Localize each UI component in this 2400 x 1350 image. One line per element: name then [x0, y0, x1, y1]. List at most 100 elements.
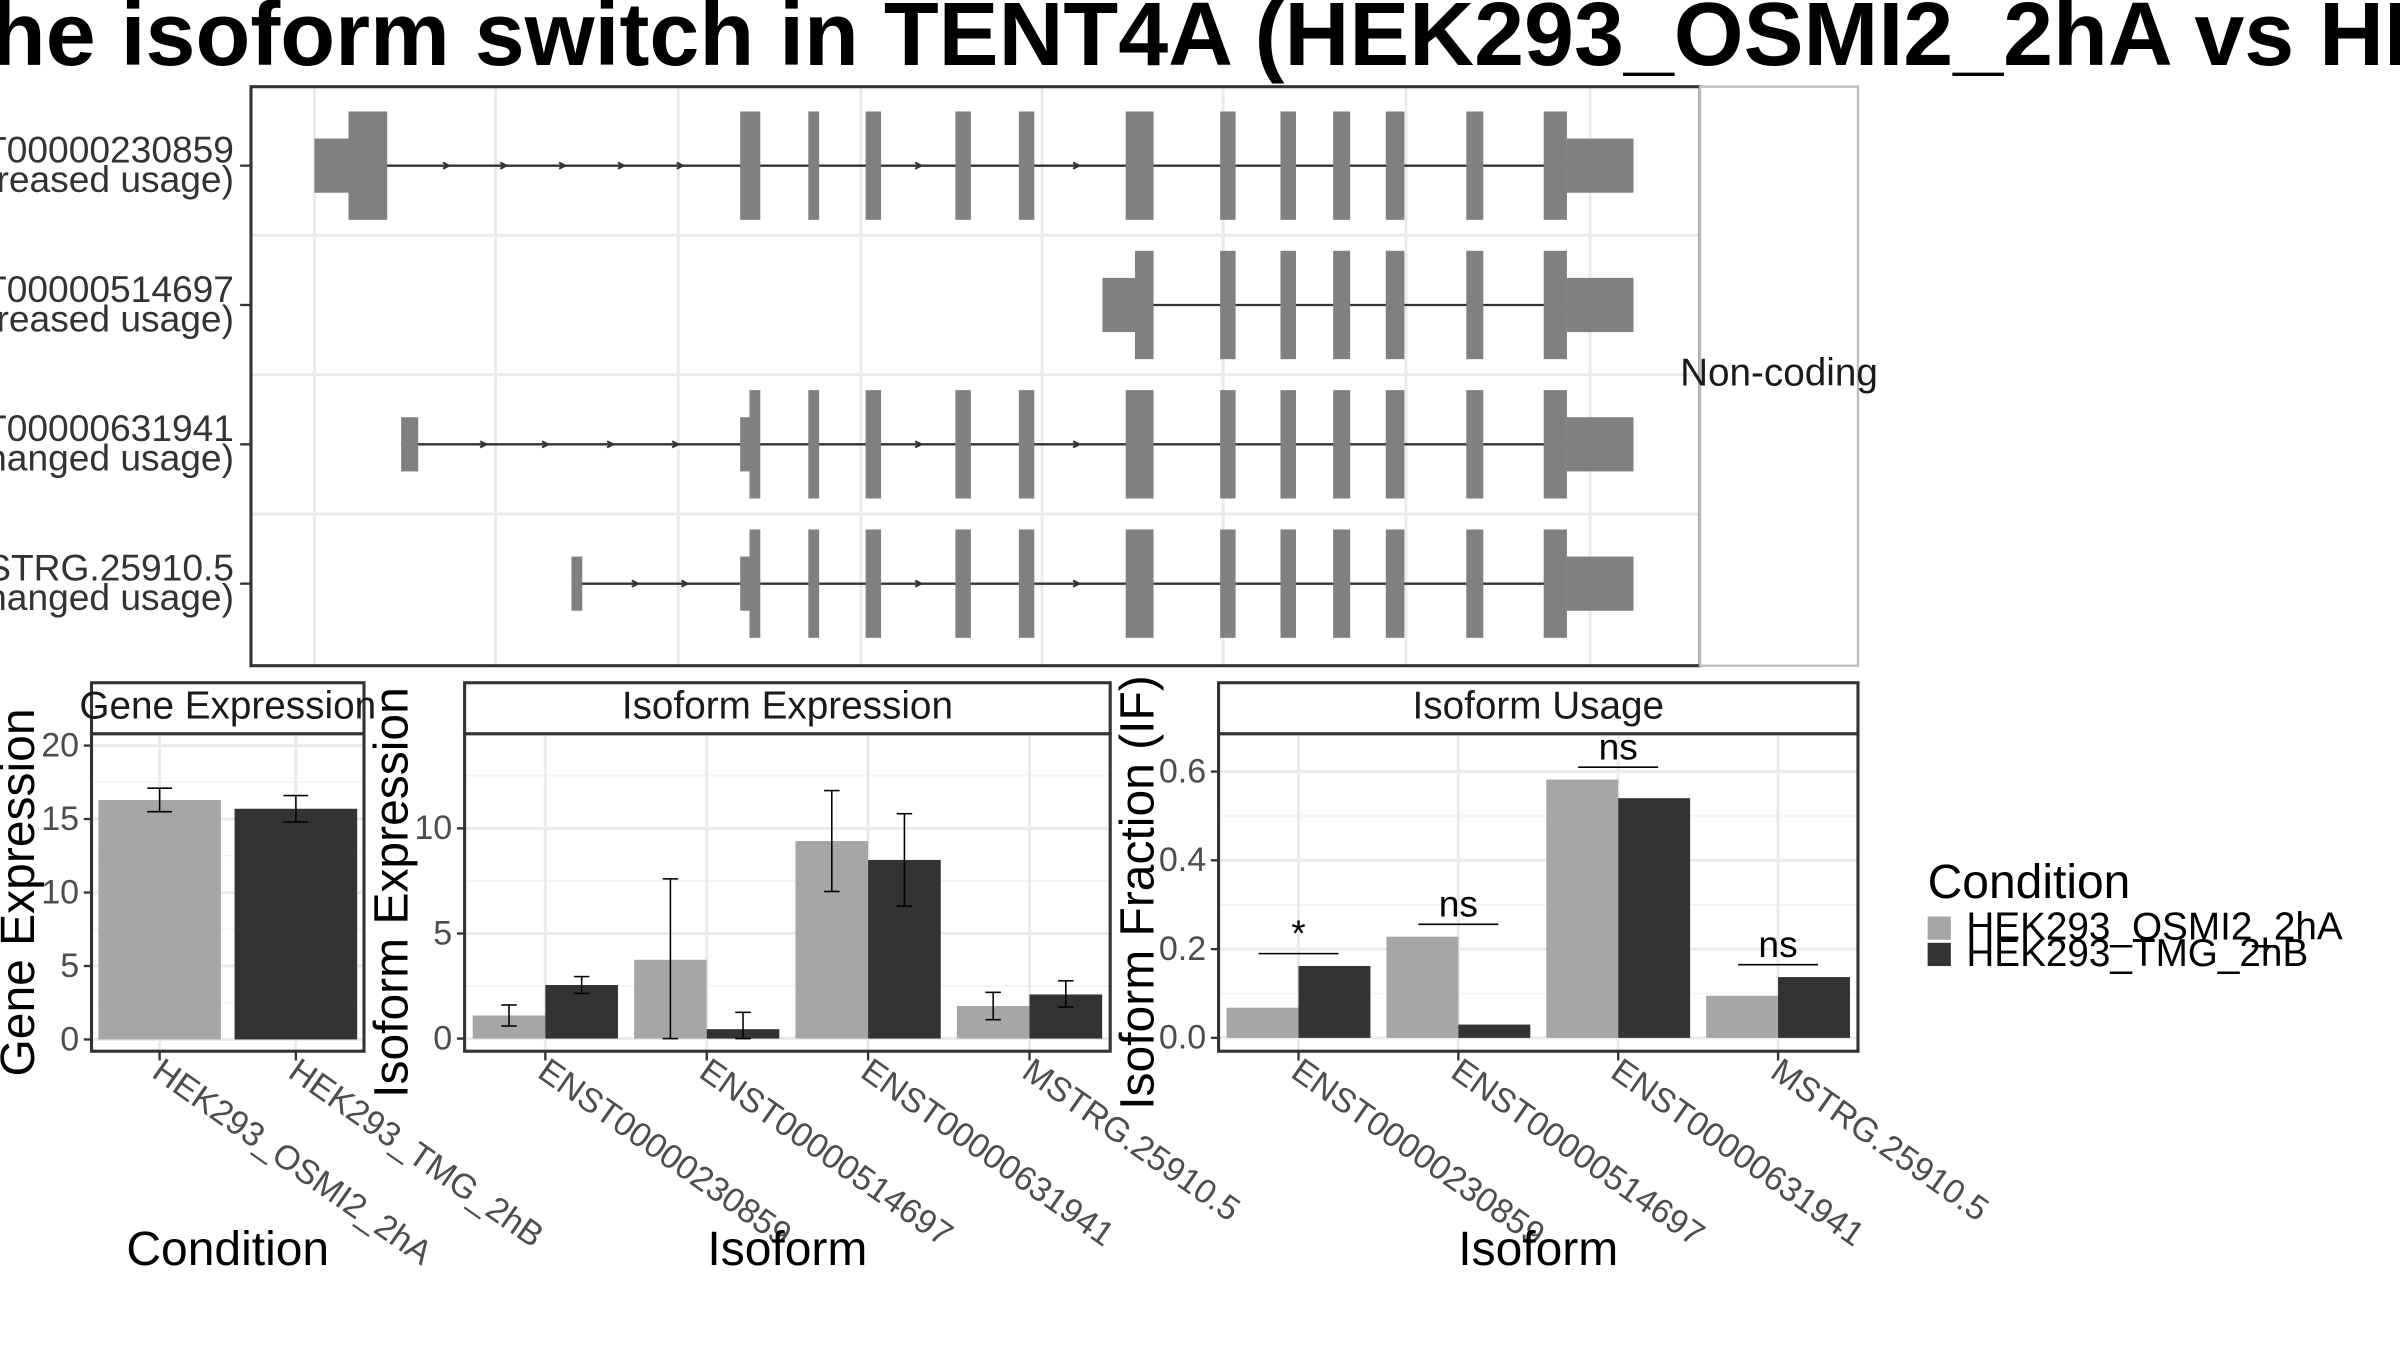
coding-exon	[1466, 111, 1484, 220]
y-tick-label: 0.6	[1159, 752, 1206, 790]
isoform-row-1	[1102, 250, 1634, 360]
coding-exon	[1466, 250, 1484, 360]
utr-block	[1566, 277, 1634, 333]
coding-exon	[1280, 390, 1296, 499]
isoform-structure-panel: ENST00000230859(Increased usage) ENST0000…	[0, 85, 1878, 668]
strand-arrow-icon	[676, 161, 686, 170]
coding-exon	[1385, 250, 1405, 360]
coding-exon	[1466, 390, 1484, 499]
coding-exon	[955, 529, 971, 638]
coding-exon	[1125, 111, 1154, 220]
bar-HEK293_OSMI2_2hA	[1386, 936, 1459, 1038]
y-tick-label: 20	[41, 726, 79, 764]
panel-border	[1217, 732, 1860, 1053]
coding-exon	[1220, 529, 1236, 638]
isoform-row-3	[571, 529, 1634, 638]
significance-label: ns	[1758, 923, 1797, 965]
y-tick-label: 0.2	[1159, 930, 1206, 968]
strand-arrow-icon	[606, 440, 616, 449]
strand-arrow-icon	[1072, 440, 1082, 449]
y-tick-label: 0.0	[1159, 1019, 1206, 1057]
strand-arrow-icon	[914, 440, 924, 449]
isoform-row-2	[401, 390, 1634, 499]
coding-exon	[808, 111, 820, 220]
utr-block	[314, 138, 349, 193]
strand-arrow-icon	[671, 440, 681, 449]
utr-block	[401, 417, 419, 472]
coding-exon	[348, 111, 388, 220]
coding-exon	[1333, 111, 1351, 220]
coding-exon	[1543, 250, 1567, 360]
isoform-usage-panel: Isoform Usage*ENST00000230859nsENST00000…	[1112, 675, 1996, 1276]
utr-block	[1566, 138, 1634, 193]
coding-exon	[1333, 250, 1351, 360]
y-tick-label: 15	[41, 800, 79, 838]
coding-exon	[1018, 111, 1035, 220]
coding-exon	[1018, 390, 1035, 499]
coding-exon	[1220, 111, 1236, 220]
x-axis-title: Isoform	[1458, 1223, 1618, 1276]
isoform-usage-label: (Unchanged usage)	[0, 576, 234, 618]
coding-exon	[1543, 529, 1567, 638]
coding-exon	[1134, 250, 1154, 360]
isoform-row-0	[314, 111, 1634, 220]
bar-HEK293_OSMI2_2hA	[472, 1015, 546, 1039]
y-tick-label: 10	[414, 809, 452, 847]
coding-exon	[1333, 390, 1351, 499]
bar-HEK293_TMG_2hB	[1618, 798, 1691, 1038]
coding-exon	[808, 529, 820, 638]
utr-block	[571, 556, 583, 611]
facet-strip-label: Non-coding	[1680, 351, 1878, 394]
isoform-usage-label: (Unchanged usage)	[0, 437, 234, 479]
utr-block	[1566, 556, 1634, 611]
coding-exon	[1280, 111, 1296, 220]
isoform-usage-label: (Decreased usage)	[0, 297, 234, 339]
y-axis-title: Isoform Fraction (IF)	[1112, 675, 1165, 1110]
coding-exon	[955, 390, 971, 499]
utr-block	[1566, 417, 1634, 472]
coding-exon	[865, 529, 882, 638]
bar-HEK293_OSMI2_2hA	[1546, 779, 1619, 1038]
significance-label: ns	[1599, 725, 1638, 767]
coding-exon	[865, 111, 882, 220]
coding-exon	[1125, 529, 1154, 638]
strand-arrow-icon	[541, 440, 551, 449]
bar-HEK293_OSMI2_2hA	[98, 799, 221, 1040]
coding-exon	[955, 111, 971, 220]
bar-HEK293_TMG_2hB	[1298, 965, 1371, 1038]
x-axis-title: Condition	[126, 1223, 329, 1276]
coding-exon	[1333, 529, 1351, 638]
isoform-name-label: ENST00000230859	[0, 129, 234, 171]
strand-arrow-icon	[479, 440, 489, 449]
coding-exon	[808, 390, 820, 499]
coding-exon	[749, 390, 761, 499]
utr-block	[740, 556, 750, 611]
legend-swatch-tmg	[1927, 942, 1951, 967]
coding-exon	[1543, 390, 1567, 499]
strand-arrow-icon	[1072, 161, 1082, 170]
figure-title: he isoform switch in TENT4A (HEK293_OSMI…	[0, 0, 2400, 85]
y-tick-label: 0	[433, 1019, 452, 1057]
strand-arrow-icon	[914, 161, 924, 170]
x-tick-label: ENST00000631941	[1604, 1051, 1871, 1254]
isoform-name-label: ENST00000514697	[0, 268, 234, 310]
utr-block	[1102, 277, 1135, 333]
x-axis-title: Isoform	[707, 1223, 867, 1276]
strand-arrow-icon	[680, 579, 690, 588]
strand-arrow-icon	[914, 579, 924, 588]
panel-strip	[1217, 681, 1860, 736]
y-tick-label: 5	[433, 914, 452, 952]
coding-exon	[1125, 390, 1154, 499]
coding-exon	[1466, 529, 1484, 638]
bar-HEK293_OSMI2_2hA	[1226, 1007, 1299, 1038]
bar-HEK293_TMG_2hB	[1778, 977, 1850, 1038]
coding-exon	[1543, 111, 1567, 220]
facet-strip	[1698, 85, 1860, 667]
coding-exon	[740, 111, 761, 220]
coding-exon	[1018, 529, 1035, 638]
isoform-usage-label: (Increased usage)	[0, 158, 234, 200]
panel-strip	[89, 681, 366, 736]
legend-swatch-osmi2	[1927, 916, 1951, 940]
coding-exon	[1220, 390, 1236, 499]
